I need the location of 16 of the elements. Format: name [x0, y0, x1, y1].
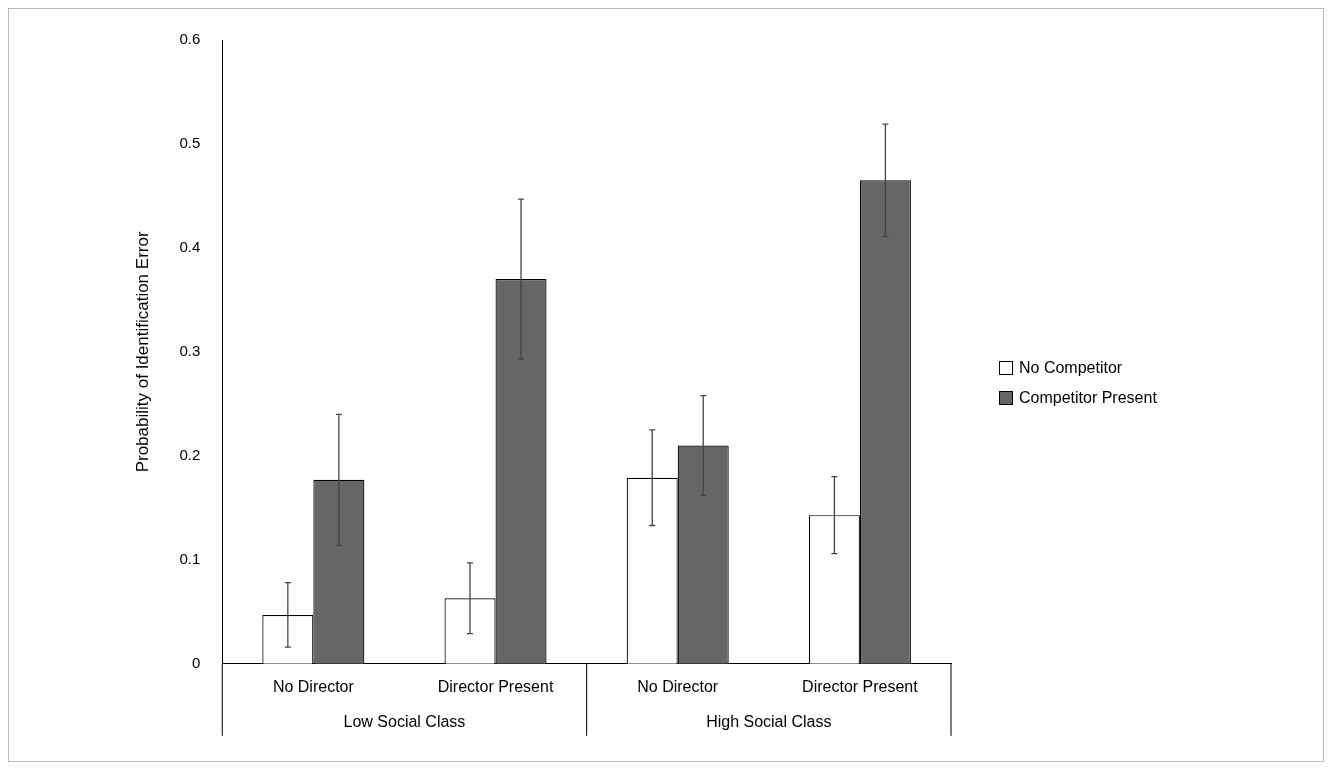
y-tick-label: 0: [191, 653, 201, 671]
x-tick-label: No Director: [637, 677, 719, 695]
text: Low Social Class: [343, 713, 466, 731]
y-tick-label: 0.6: [179, 30, 201, 48]
legend-label: Competitor Present: [1019, 389, 1157, 407]
y-tick-label: 0.3: [179, 342, 201, 360]
y-tick-label: 0.1: [179, 549, 201, 567]
x-tick-label: No Director: [272, 677, 355, 695]
x-tick-label: Director Present: [802, 677, 919, 695]
x-tick-label: Director Present: [437, 677, 554, 695]
y-axis-title: Probability of Identification Error: [132, 231, 152, 473]
y-tick-label: 0.2: [179, 446, 201, 464]
text: High Social Class: [706, 713, 832, 731]
y-tick-label: 0.4: [179, 238, 201, 256]
y-tick-label: 0.5: [179, 134, 201, 152]
legend-label: No Competitor: [1019, 359, 1123, 377]
